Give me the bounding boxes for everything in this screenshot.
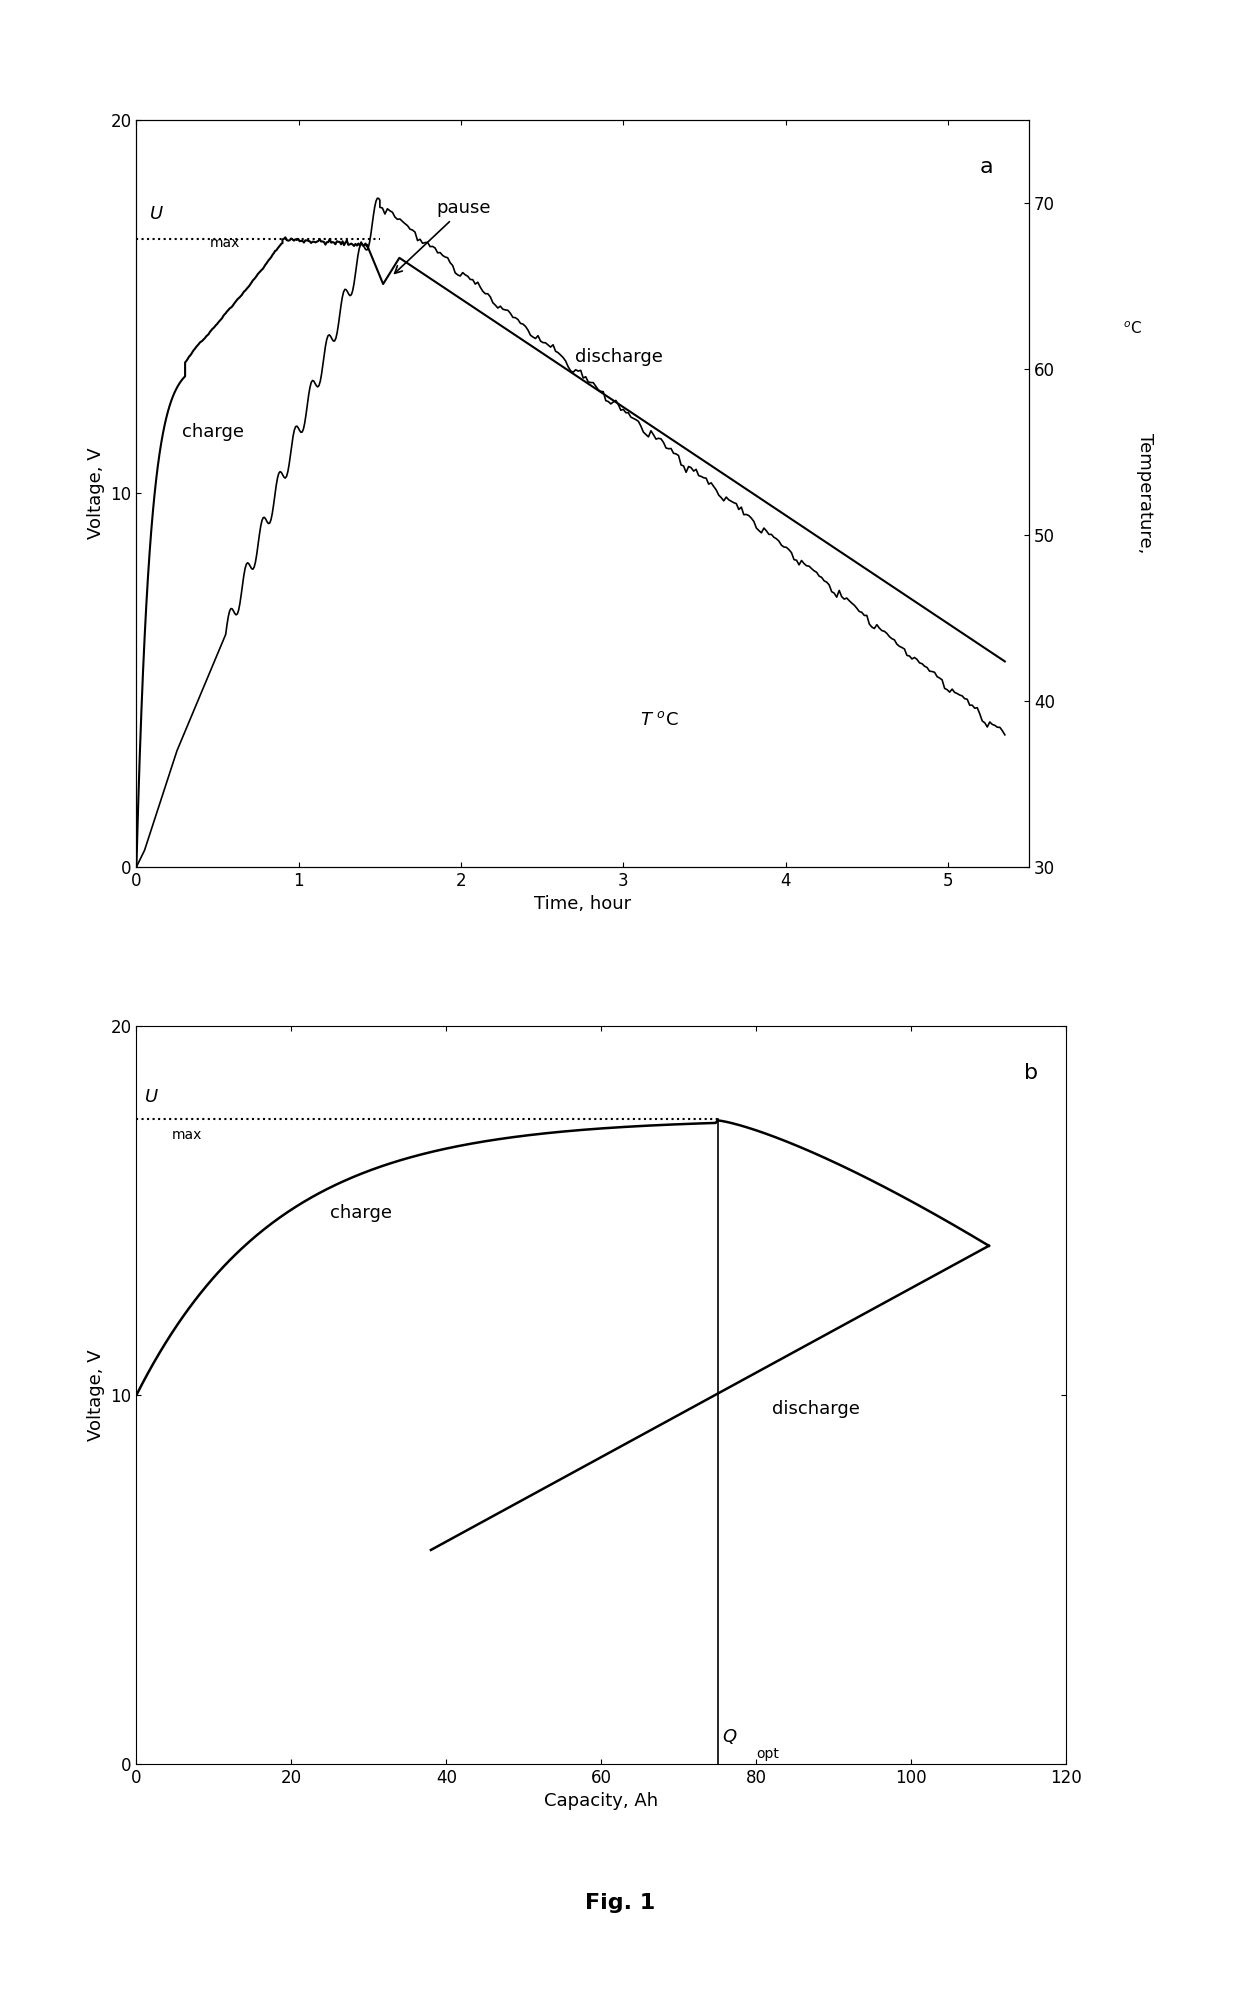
Text: max: max: [171, 1128, 202, 1142]
Text: discharge: discharge: [771, 1399, 859, 1417]
Y-axis label: Voltage, V: Voltage, V: [87, 448, 105, 538]
Text: $U$: $U$: [144, 1088, 159, 1106]
Text: charge: charge: [182, 423, 244, 440]
Text: $T$ $^o$C: $T$ $^o$C: [640, 712, 678, 729]
X-axis label: Time, hour: Time, hour: [534, 895, 631, 913]
Text: discharge: discharge: [574, 349, 662, 367]
Text: pause: pause: [394, 199, 491, 273]
Text: opt: opt: [756, 1748, 779, 1762]
Text: Temperature,: Temperature,: [1136, 432, 1154, 554]
Y-axis label: Voltage, V: Voltage, V: [87, 1349, 105, 1441]
Text: $Q$: $Q$: [722, 1726, 737, 1746]
X-axis label: Capacity, Ah: Capacity, Ah: [544, 1792, 658, 1810]
Text: $^o$C: $^o$C: [1123, 321, 1142, 337]
Text: charge: charge: [330, 1204, 392, 1222]
Text: a: a: [980, 157, 993, 177]
Text: max: max: [210, 235, 239, 249]
Text: b: b: [1024, 1064, 1039, 1084]
Text: $U$: $U$: [149, 205, 164, 223]
Text: Fig. 1: Fig. 1: [585, 1893, 655, 1913]
